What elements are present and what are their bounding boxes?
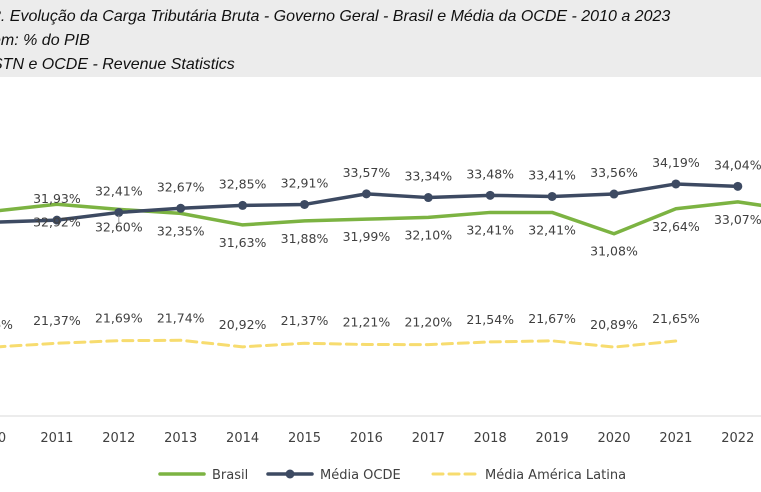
- data-label-media-ocde: 34,04%: [714, 157, 761, 172]
- data-label-media-america-latina: 21,37%: [281, 313, 329, 328]
- data-label-media-america-latina: 20,89%: [590, 317, 638, 332]
- data-label-brasil: 32,64%: [652, 219, 700, 234]
- legend-label-media-america-latina: Média América Latina: [485, 468, 626, 483]
- data-point-media-ocde: [361, 189, 371, 199]
- data-point-media-ocde: [176, 203, 186, 213]
- data-label-media-america-latina: 21,65%: [652, 311, 700, 326]
- data-label-brasil: 32,35%: [157, 223, 205, 238]
- data-label-media-america-latina: 21,54%: [466, 312, 514, 327]
- source-label: STN e OCDE - Revenue Statistics: [0, 56, 235, 73]
- legend-label-brasil: Brasil: [212, 468, 248, 483]
- data-label-media-ocde: 33,57%: [343, 165, 391, 180]
- data-label-brasil: 31,88%: [281, 231, 329, 246]
- data-label-media-america-latina: 21,20%: [404, 315, 452, 330]
- data-label-brasil: 31,99%: [343, 229, 391, 244]
- data-label-brasil: 32,10%: [404, 227, 452, 242]
- data-point-media-ocde: [733, 181, 743, 191]
- data-label-media-america-latina: 20,92%: [219, 317, 267, 332]
- data-point-media-ocde: [52, 215, 62, 225]
- data-label-media-ocde: 33,41%: [528, 167, 576, 182]
- chart-title: 3. Evolução da Carga Tributária Bruta - …: [0, 8, 671, 25]
- x-tick-labels: 0 2011 2012 2013 2014 2015 2016 2017 2018 2019 202…: [0, 431, 754, 446]
- data-point-media-ocde: [238, 200, 248, 210]
- data-point-media-ocde: [547, 191, 557, 201]
- data-label-media-america-latina: 21,21%: [343, 315, 391, 330]
- data-label-media-ocde: 33,34%: [404, 169, 452, 184]
- data-labels-layer: 32,92% 32,60% 32,35% 31,63% 31,88% 31,99% 32,1…: [0, 155, 761, 332]
- x-tick-label: 2015: [288, 431, 321, 446]
- legend-marker-media-ocde: [285, 469, 295, 479]
- unit-label: em: % do PIB: [0, 32, 90, 49]
- data-label-brasil: 33,07%: [714, 212, 761, 227]
- x-tick-label: 2017: [412, 431, 445, 446]
- data-point-media-ocde: [300, 199, 309, 209]
- data-label-media-ocde: 32,67%: [157, 179, 205, 194]
- data-label-brasil: 32,41%: [528, 222, 576, 237]
- data-label-media-america-latina: 21,67%: [528, 311, 576, 326]
- data-label-brasil: 31,63%: [219, 235, 267, 250]
- data-label-media-ocde: 33,56%: [590, 165, 638, 180]
- data-point-media-ocde: [671, 179, 681, 189]
- chart-header: 3. Evolução da Carga Tributária Bruta - …: [0, 0, 761, 77]
- data-label-media-ocde: 32,41%: [95, 183, 143, 198]
- data-label-media-america-latina: 21,74%: [157, 310, 205, 325]
- x-tick-label: 2016: [350, 431, 383, 446]
- x-tick-label: 2021: [659, 431, 692, 446]
- x-tick-label: 2011: [40, 431, 73, 446]
- data-label-media-ocde: 31,93%: [33, 191, 81, 206]
- data-label-media-america-latina: 21,37%: [33, 313, 81, 328]
- x-tick-label: 2014: [226, 431, 259, 446]
- data-label-brasil: 32,41%: [466, 222, 514, 237]
- data-label-media-ocde: 32,91%: [281, 175, 329, 190]
- x-tick-label: 2013: [164, 431, 197, 446]
- line-chart: 32,92% 32,60% 32,35% 31,63% 31,88% 31,99% 32,1…: [0, 155, 761, 483]
- series-layer: [0, 179, 761, 349]
- x-tick-label: 2012: [102, 431, 135, 446]
- x-tick-label: 2022: [721, 431, 754, 446]
- data-point-media-ocde: [485, 190, 495, 200]
- data-label-media-ocde: 33,48%: [466, 166, 514, 181]
- data-label-brasil: 32,92%: [33, 214, 81, 229]
- series-line-media-america-latina: [0, 338, 678, 349]
- data-label-media-america-latina: 6%: [0, 317, 13, 332]
- x-tick-label: 2019: [536, 431, 569, 446]
- data-point-media-ocde: [423, 193, 433, 203]
- data-label-media-ocde: 34,19%: [652, 155, 700, 170]
- data-label-media-america-latina: 21,69%: [95, 311, 143, 326]
- data-label-media-ocde: 32,85%: [219, 176, 267, 191]
- data-point-media-ocde: [114, 207, 124, 217]
- x-tick-label: 0: [0, 431, 6, 446]
- legend-label-media-ocde: Média OCDE: [320, 468, 401, 483]
- data-label-brasil: 32,60%: [95, 219, 143, 234]
- legend: Brasil Média OCDE Média América Latina: [158, 468, 626, 483]
- data-label-brasil: 31,08%: [590, 244, 638, 259]
- data-point-media-ocde: [609, 189, 619, 199]
- x-tick-label: 2020: [597, 431, 630, 446]
- x-tick-label: 2018: [474, 431, 507, 446]
